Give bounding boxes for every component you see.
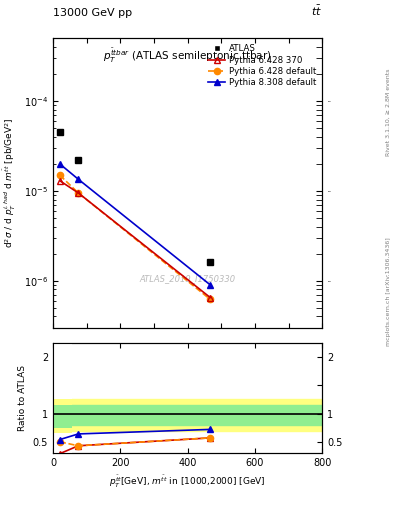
- Bar: [53, 399, 72, 433]
- Line: Pythia 8.308 default: Pythia 8.308 default: [56, 160, 214, 288]
- Pythia 6.428 370: [76, 190, 81, 196]
- Text: mcplots.cern.ch [arXiv:1306.3436]: mcplots.cern.ch [arXiv:1306.3436]: [386, 238, 391, 346]
- Bar: [53, 405, 322, 425]
- Pythia 6.428 default: [76, 190, 81, 196]
- Bar: [53, 405, 72, 428]
- Text: 13000 GeV pp: 13000 GeV pp: [53, 8, 132, 18]
- Pythia 6.428 370: [208, 294, 213, 301]
- Pythia 6.428 default: [208, 296, 213, 303]
- Pythia 6.428 370: [57, 178, 62, 184]
- Pythia 8.308 default: [76, 176, 81, 182]
- ATLAS: [57, 129, 62, 135]
- ATLAS: [208, 260, 213, 266]
- Text: ATLAS_2019_I1750330: ATLAS_2019_I1750330: [140, 274, 236, 283]
- Text: Rivet 3.1.10, ≥ 2.8M events: Rivet 3.1.10, ≥ 2.8M events: [386, 69, 391, 156]
- Y-axis label: d$^2\sigma$ / d $p_T^{i,had}$ d $m^{\bar{t}t}$ [pb/GeV$^2$]: d$^2\sigma$ / d $p_T^{i,had}$ d $m^{\bar…: [2, 118, 18, 248]
- ATLAS: [76, 157, 81, 163]
- Bar: [53, 399, 322, 431]
- Line: Pythia 6.428 370: Pythia 6.428 370: [56, 177, 214, 301]
- Bar: [53, 343, 72, 453]
- Line: ATLAS: ATLAS: [57, 129, 213, 266]
- Y-axis label: Ratio to ATLAS: Ratio to ATLAS: [18, 365, 27, 431]
- Legend: ATLAS, Pythia 6.428 370, Pythia 6.428 default, Pythia 8.308 default: ATLAS, Pythia 6.428 370, Pythia 6.428 de…: [206, 42, 318, 89]
- Pythia 6.428 default: [57, 172, 62, 178]
- Text: $t\bar{t}$: $t\bar{t}$: [311, 4, 322, 18]
- Line: Pythia 6.428 default: Pythia 6.428 default: [57, 172, 213, 303]
- Pythia 8.308 default: [208, 282, 213, 288]
- X-axis label: $p_T^{\bar{t}t}$[GeV], $m^{\bar{t}t}$ in [1000,2000] [GeV]: $p_T^{\bar{t}t}$[GeV], $m^{\bar{t}t}$ in…: [109, 474, 266, 490]
- Text: $p_T^{\bar{t}tbar}$ (ATLAS semileptonic ttbar): $p_T^{\bar{t}tbar}$ (ATLAS semileptonic …: [103, 47, 272, 66]
- Pythia 8.308 default: [57, 161, 62, 167]
